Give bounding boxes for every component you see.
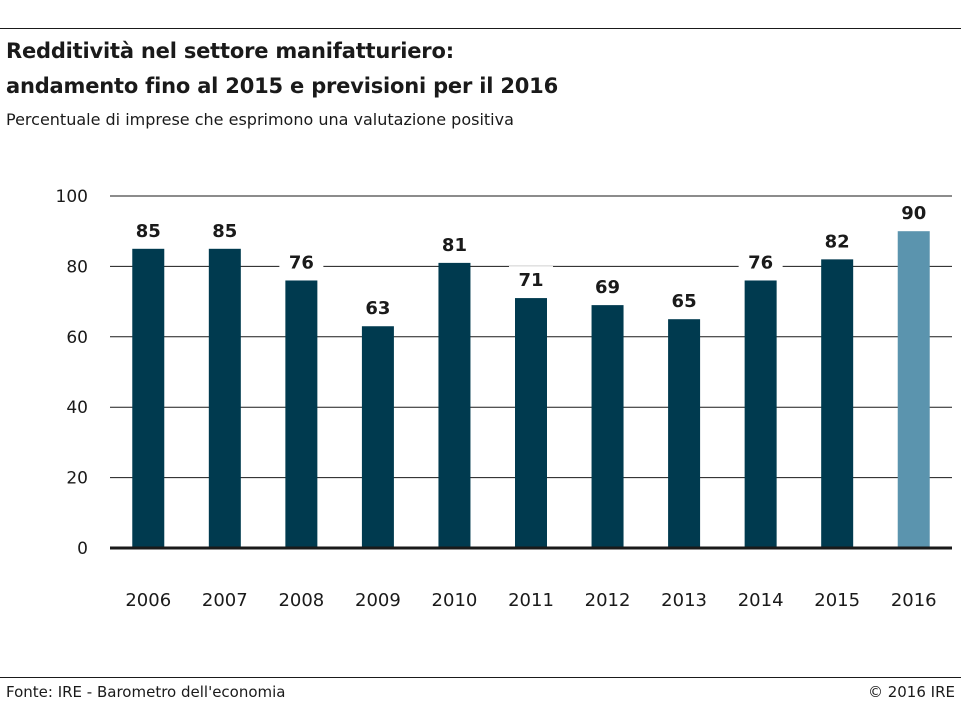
x-tick-label-2009: 2009 <box>355 590 401 611</box>
x-tick-label-2006: 2006 <box>125 590 171 611</box>
x-tick-label-2014: 2014 <box>738 590 784 611</box>
bar-2012 <box>591 305 624 548</box>
y-tick-label: 60 <box>66 328 88 348</box>
chart-title-line-1: Redditività nel settore manifatturiero: <box>6 39 454 63</box>
y-tick-label: 40 <box>66 398 88 418</box>
data-label-2016: 90 <box>901 203 926 224</box>
y-tick-label: 20 <box>66 469 88 489</box>
copyright-note: © 2016 IRE <box>867 683 955 701</box>
x-tick-label-2007: 2007 <box>202 590 248 611</box>
x-tick-label-2010: 2010 <box>432 590 478 611</box>
chart-subtitle: Percentuale di imprese che esprimono una… <box>6 110 514 129</box>
data-label-2015: 82 <box>825 231 850 252</box>
top-rule <box>0 28 961 29</box>
bar-2011 <box>515 298 547 548</box>
data-labels: 85 85 76 63 81 71 69 65 76 82 90 <box>126 199 936 321</box>
data-label-background <box>126 216 171 243</box>
y-tick-label: 0 <box>77 539 88 559</box>
data-label-2009: 63 <box>365 298 390 319</box>
data-label-2008: 76 <box>289 252 314 273</box>
data-label-2013: 65 <box>672 291 697 312</box>
data-label-background <box>432 230 477 257</box>
bar-2008 <box>285 280 318 548</box>
data-label-2014: 76 <box>748 252 773 273</box>
x-axis-tick-labels: 2006 2007 2008 2009 2010 2011 2012 2013 2014 2015… <box>125 590 936 611</box>
bar-2015 <box>821 259 854 548</box>
bar-2016 <box>897 231 930 548</box>
data-label-2010: 81 <box>442 235 467 256</box>
bar-2007 <box>208 248 241 549</box>
y-axis-tick-labels: 0 20 40 60 80 100 <box>56 187 88 559</box>
data-label-background <box>815 227 860 254</box>
x-tick-label-2013: 2013 <box>661 590 707 611</box>
x-tick-label-2015: 2015 <box>814 590 860 611</box>
bar-2009 <box>361 326 394 548</box>
data-label-background <box>585 273 630 300</box>
x-tick-label-2008: 2008 <box>278 590 324 611</box>
bar-2014 <box>744 280 777 548</box>
x-tick-label-2011: 2011 <box>508 590 554 611</box>
chart-title-line-2: andamento fino al 2015 e previsioni per … <box>6 74 558 98</box>
data-label-2007: 85 <box>212 221 237 242</box>
bar-2013 <box>668 319 701 548</box>
source-note: Fonte: IRE - Barometro dell'economia <box>6 683 286 701</box>
y-tick-label: 80 <box>66 257 88 277</box>
x-tick-label-2012: 2012 <box>585 590 631 611</box>
bottom-rule <box>0 677 961 678</box>
data-label-background <box>509 266 553 293</box>
data-label-background <box>891 199 936 226</box>
data-label-background <box>738 248 783 275</box>
x-tick-label-2016: 2016 <box>891 590 937 611</box>
data-label-background <box>202 216 247 243</box>
bar-2010 <box>438 262 471 548</box>
bar-2006 <box>132 248 165 549</box>
y-tick-label: 100 <box>56 187 88 207</box>
bars <box>132 231 930 549</box>
data-label-background <box>662 287 707 314</box>
data-label-2012: 69 <box>595 277 620 298</box>
data-label-background <box>279 248 324 275</box>
data-label-background <box>355 294 400 321</box>
data-label-2006: 85 <box>136 221 161 242</box>
data-label-2011: 71 <box>518 270 543 291</box>
